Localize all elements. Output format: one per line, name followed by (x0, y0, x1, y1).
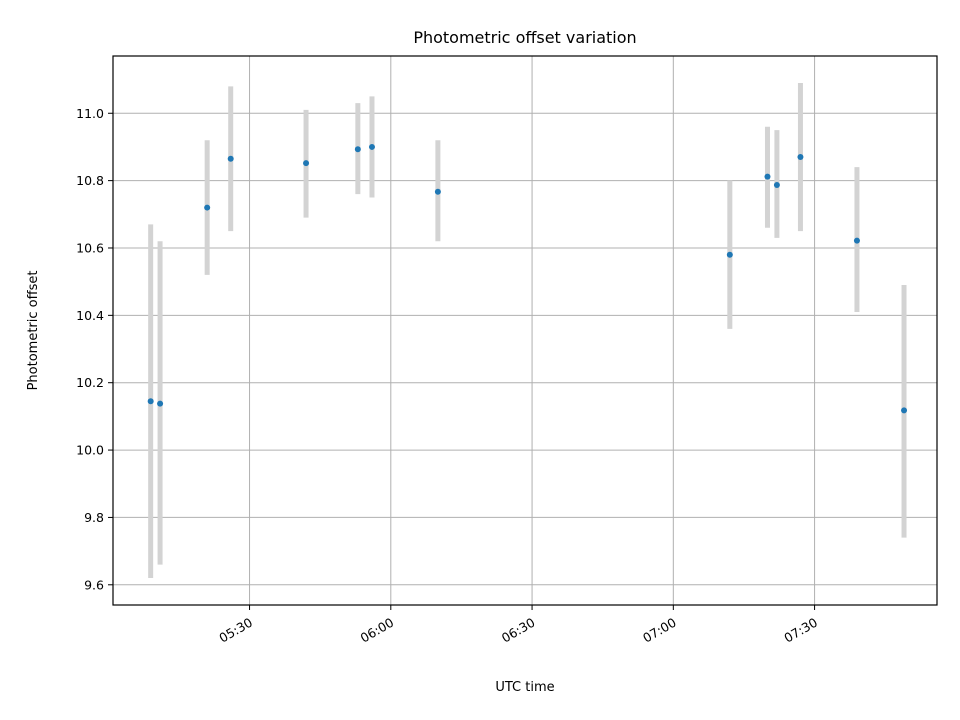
y-tick-label: 10.0 (76, 443, 104, 458)
data-point (303, 160, 310, 167)
y-tick-label: 10.8 (76, 173, 104, 188)
x-axis-label: UTC time (495, 680, 554, 695)
y-tick-label: 10.6 (76, 240, 104, 255)
data-point (797, 154, 804, 161)
data-point (204, 204, 211, 211)
data-point (901, 407, 908, 414)
data-point (368, 143, 375, 150)
y-tick-label: 9.8 (84, 510, 104, 525)
y-tick-label: 10.2 (76, 375, 104, 390)
data-points (147, 143, 908, 414)
data-point (764, 173, 771, 180)
data-point (157, 400, 164, 407)
y-axis-label: Photometric offset (26, 271, 41, 391)
y-axis-ticks: 9.6 9.8 10.0 10.2 10.4 10.6 10.8 11.0 (76, 106, 113, 592)
data-point (354, 146, 361, 153)
data-point (434, 188, 441, 195)
y-tick-label: 9.6 (84, 577, 104, 592)
data-point (773, 181, 780, 188)
chart-title: Photometric offset variation (413, 28, 636, 47)
data-point (227, 155, 234, 162)
y-tick-label: 11.0 (76, 106, 104, 121)
data-point (853, 237, 860, 244)
plot-area-frame (112, 55, 938, 606)
data-point (726, 251, 733, 258)
y-tick-label: 10.4 (76, 308, 104, 323)
data-point (147, 398, 154, 405)
